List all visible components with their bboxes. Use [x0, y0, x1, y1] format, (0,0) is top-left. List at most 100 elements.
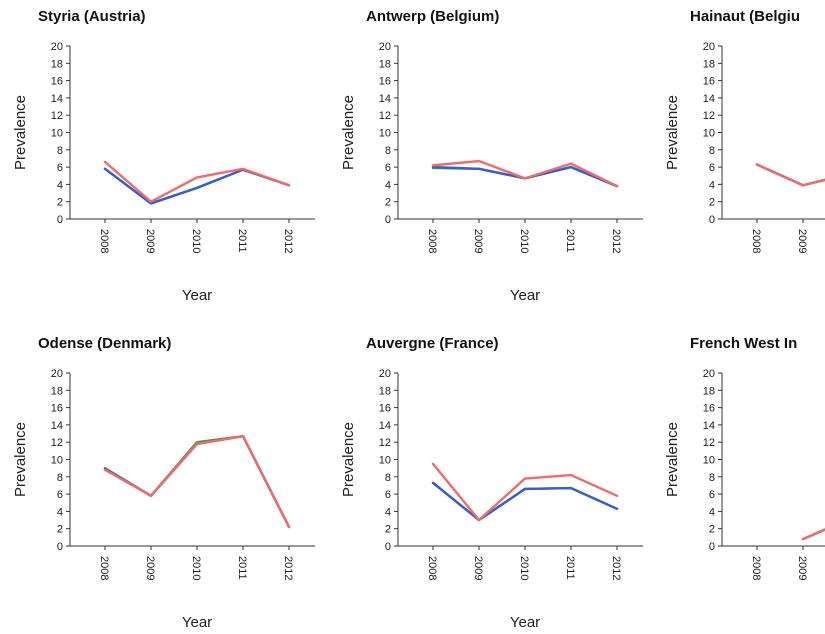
- x-tick-label: 2010: [190, 229, 202, 253]
- y-tick-label: 10: [703, 455, 715, 467]
- y-tick-label: 16: [379, 76, 391, 88]
- x-tick-label: 2011: [236, 556, 248, 580]
- y-tick-label: 2: [57, 197, 63, 209]
- chart-title: French West In: [690, 335, 797, 352]
- y-tick-label: 4: [385, 179, 391, 191]
- y-tick-label: 20: [51, 41, 63, 53]
- chart-panel: Auvergne (France) Prevalence 0 2 4 6 8 10 12 14 16…: [340, 335, 643, 631]
- y-axis-label: Prevalence: [340, 422, 357, 497]
- y-tick-label: 4: [57, 506, 63, 518]
- chart-title: Styria (Austria): [38, 8, 146, 25]
- series-line: [431, 159, 619, 188]
- y-tick-label: 12: [51, 437, 63, 449]
- y-tick-label: 2: [709, 524, 715, 536]
- x-tick-label: 2011: [564, 229, 576, 253]
- y-tick-label: 0: [57, 214, 63, 226]
- series-line: [755, 163, 825, 187]
- series-line: [801, 528, 825, 541]
- x-tick-label: 2012: [610, 229, 622, 253]
- series-line: [801, 528, 825, 541]
- y-tick-label: 14: [703, 420, 715, 432]
- y-tick-label: 14: [379, 93, 391, 105]
- y-axis-label: Prevalence: [664, 95, 681, 170]
- x-tick-label: 2010: [190, 556, 202, 580]
- y-tick-label: 20: [379, 41, 391, 53]
- chart-panel: Odense (Denmark) Prevalence 0 2 4 6 8 10 12 14 16 1…: [12, 335, 315, 631]
- x-axis-label: Year: [510, 614, 540, 631]
- y-axis-label: Prevalence: [340, 95, 357, 170]
- series-line: [103, 434, 291, 529]
- x-tick-label: 2009: [796, 556, 808, 580]
- y-tick-label: 0: [709, 541, 715, 553]
- series-line: [431, 462, 619, 522]
- y-tick-label: 12: [703, 437, 715, 449]
- x-axis-label: Year: [182, 614, 212, 631]
- y-tick-label: 2: [57, 524, 63, 536]
- y-tick-label: 8: [709, 472, 715, 484]
- x-tick-label: 2008: [426, 556, 438, 580]
- y-tick-label: 18: [51, 385, 63, 397]
- y-tick-label: 10: [703, 128, 715, 140]
- y-tick-label: 14: [379, 420, 391, 432]
- chart-panel: Antwerp (Belgium) Prevalence 0 2 4 6 8 10 12 14 16…: [340, 8, 643, 304]
- y-tick-label: 16: [51, 76, 63, 88]
- x-tick-label: 2012: [610, 556, 622, 580]
- x-tick-label: 2010: [518, 556, 530, 580]
- chart-panel: French West In Prevalence 0 2 4 6 8 10 12 14 16 18 2…: [664, 335, 825, 580]
- y-tick-label: 16: [703, 76, 715, 88]
- x-tick-label: 2008: [750, 229, 762, 253]
- y-tick-label: 6: [57, 489, 63, 501]
- y-tick-label: 0: [385, 214, 391, 226]
- x-tick-label: 2008: [98, 229, 110, 253]
- y-axis-label: Prevalence: [664, 422, 681, 497]
- y-tick-label: 8: [57, 145, 63, 157]
- series-line: [431, 165, 619, 188]
- y-tick-label: 6: [385, 489, 391, 501]
- x-tick-label: 2009: [144, 229, 156, 253]
- y-tick-label: 8: [385, 472, 391, 484]
- y-tick-label: 14: [51, 93, 63, 105]
- x-tick-label: 2009: [472, 229, 484, 253]
- series-line: [103, 434, 291, 529]
- y-tick-label: 20: [703, 368, 715, 380]
- y-tick-label: 2: [385, 197, 391, 209]
- y-tick-label: 10: [51, 455, 63, 467]
- y-axis-label: Prevalence: [12, 422, 29, 497]
- y-tick-label: 10: [51, 128, 63, 140]
- y-tick-label: 16: [379, 403, 391, 415]
- y-tick-label: 8: [385, 145, 391, 157]
- y-tick-label: 12: [51, 110, 63, 122]
- y-tick-label: 10: [379, 455, 391, 467]
- y-tick-label: 4: [385, 506, 391, 518]
- y-tick-label: 6: [57, 162, 63, 174]
- y-tick-label: 12: [379, 437, 391, 449]
- y-tick-label: 10: [379, 128, 391, 140]
- x-axis-label: Year: [510, 287, 540, 304]
- series-line: [431, 481, 619, 522]
- y-tick-label: 6: [709, 162, 715, 174]
- series-line: [431, 165, 619, 188]
- y-tick-label: 12: [703, 110, 715, 122]
- x-tick-label: 2009: [144, 556, 156, 580]
- series-line: [103, 160, 291, 203]
- x-tick-label: 2008: [426, 229, 438, 253]
- y-tick-label: 12: [379, 110, 391, 122]
- y-tick-label: 6: [385, 162, 391, 174]
- x-tick-label: 2011: [236, 229, 248, 253]
- series-line: [801, 528, 825, 541]
- y-tick-label: 16: [703, 403, 715, 415]
- y-tick-label: 6: [709, 489, 715, 501]
- y-tick-label: 0: [385, 541, 391, 553]
- chart-panel: Styria (Austria) Prevalence 0 2 4 6 8 10 12 14 16 1…: [12, 8, 315, 304]
- y-tick-label: 18: [703, 58, 715, 70]
- y-axis-label: Prevalence: [12, 95, 29, 170]
- y-tick-label: 18: [51, 58, 63, 70]
- y-tick-label: 14: [51, 420, 63, 432]
- x-tick-label: 2009: [796, 229, 808, 253]
- y-tick-label: 0: [709, 214, 715, 226]
- y-tick-label: 18: [379, 385, 391, 397]
- y-tick-label: 8: [709, 145, 715, 157]
- chart-title: Antwerp (Belgium): [366, 8, 499, 25]
- x-tick-label: 2012: [282, 556, 294, 580]
